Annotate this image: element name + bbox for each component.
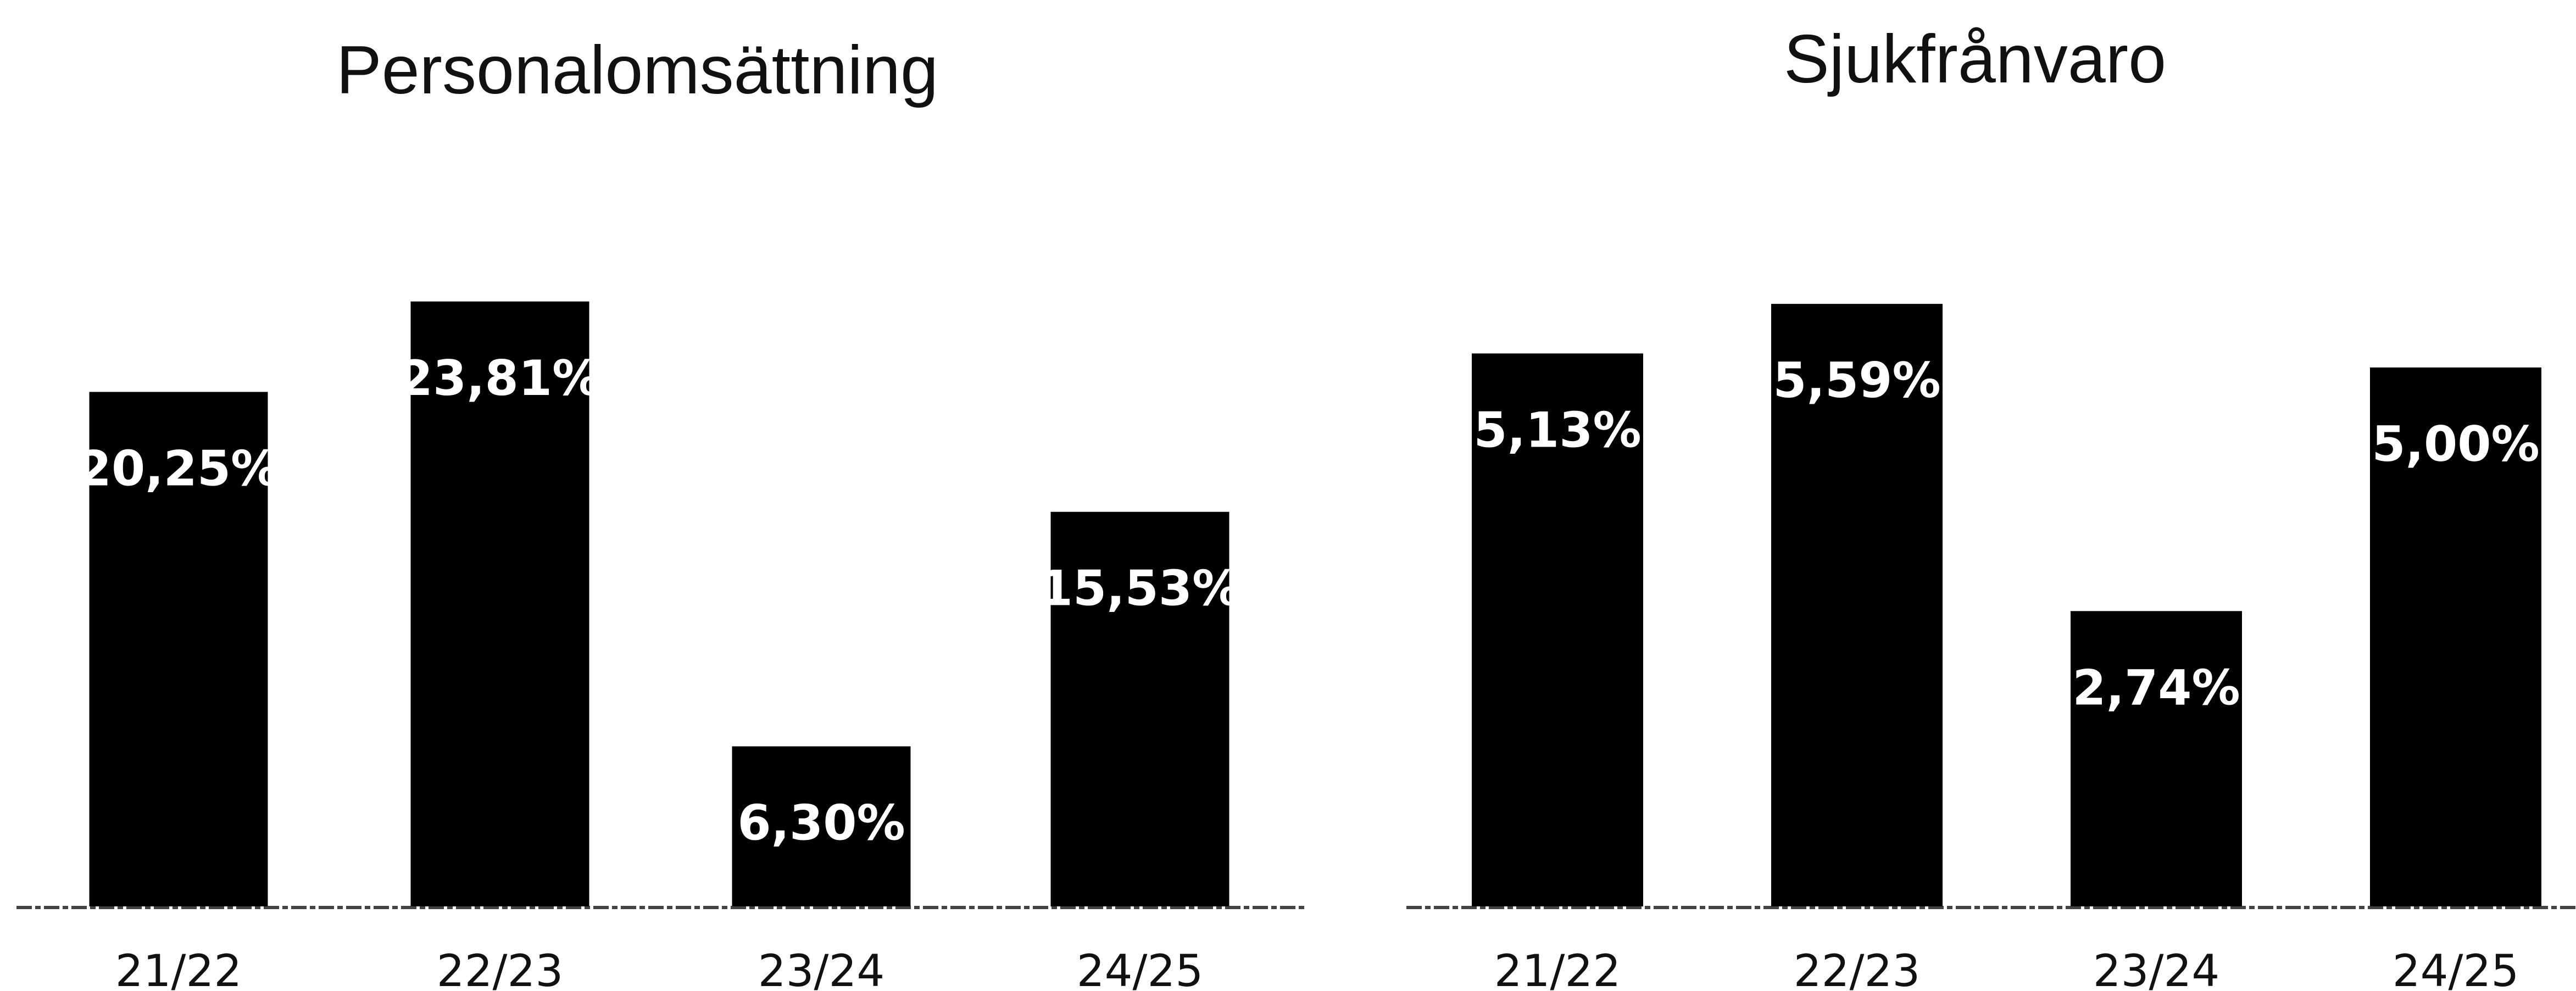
- bar-22-23: [1771, 304, 1943, 906]
- x-tick-label: 24/25: [2393, 945, 2519, 991]
- bar-24-25: [1050, 511, 1229, 906]
- x-tick-label: 23/24: [758, 945, 885, 991]
- bar-21-22: [1472, 353, 1643, 906]
- x-tick-label: 24/25: [1077, 945, 1204, 991]
- bar-data-label: 5,13%: [1473, 402, 1641, 458]
- bar-data-label: 2,74%: [2072, 659, 2240, 716]
- bar-23-24: [2071, 611, 2242, 906]
- bar-data-label: 6,30%: [737, 795, 905, 851]
- bar-24-25: [2370, 367, 2541, 906]
- chart-personalomsattning: Personalomsättning 20,25% 21/22 23,81% 22/2…: [16, 32, 1308, 991]
- bar-23-24: [732, 746, 911, 906]
- bar-22-23: [410, 301, 589, 906]
- x-tick-label: 22/23: [437, 945, 564, 991]
- x-tick-label: 21/22: [115, 945, 242, 991]
- bar-data-label: 23,81%: [399, 350, 601, 407]
- bar-group: 20,25% 21/22 23,81% 22/23 6,30% 23/24 15,53% 24…: [78, 301, 1241, 991]
- bar-21-22: [89, 392, 268, 906]
- x-tick-label: 22/23: [1794, 945, 1921, 991]
- chart-title: Sjukfrånvaro: [1784, 21, 2166, 97]
- chart-title: Personalomsättning: [336, 32, 938, 108]
- x-tick-label: 21/22: [1494, 945, 1621, 991]
- bar-data-label: 15,53%: [1039, 560, 1241, 617]
- bar-data-label: 5,59%: [1773, 352, 1940, 409]
- x-tick-label: 23/24: [2093, 945, 2220, 991]
- bar-data-label: 5,00%: [2372, 416, 2539, 472]
- bar-data-label: 20,25%: [78, 440, 280, 497]
- chart-sjukfranvaro: Sjukfrånvaro 5,13% 21/22 5,59% 22/23 2,74% 23…: [1406, 21, 2576, 991]
- bar-group: 5,13% 21/22 5,59% 22/23 2,74% 23/24 5,00% 24/25: [1472, 304, 2541, 991]
